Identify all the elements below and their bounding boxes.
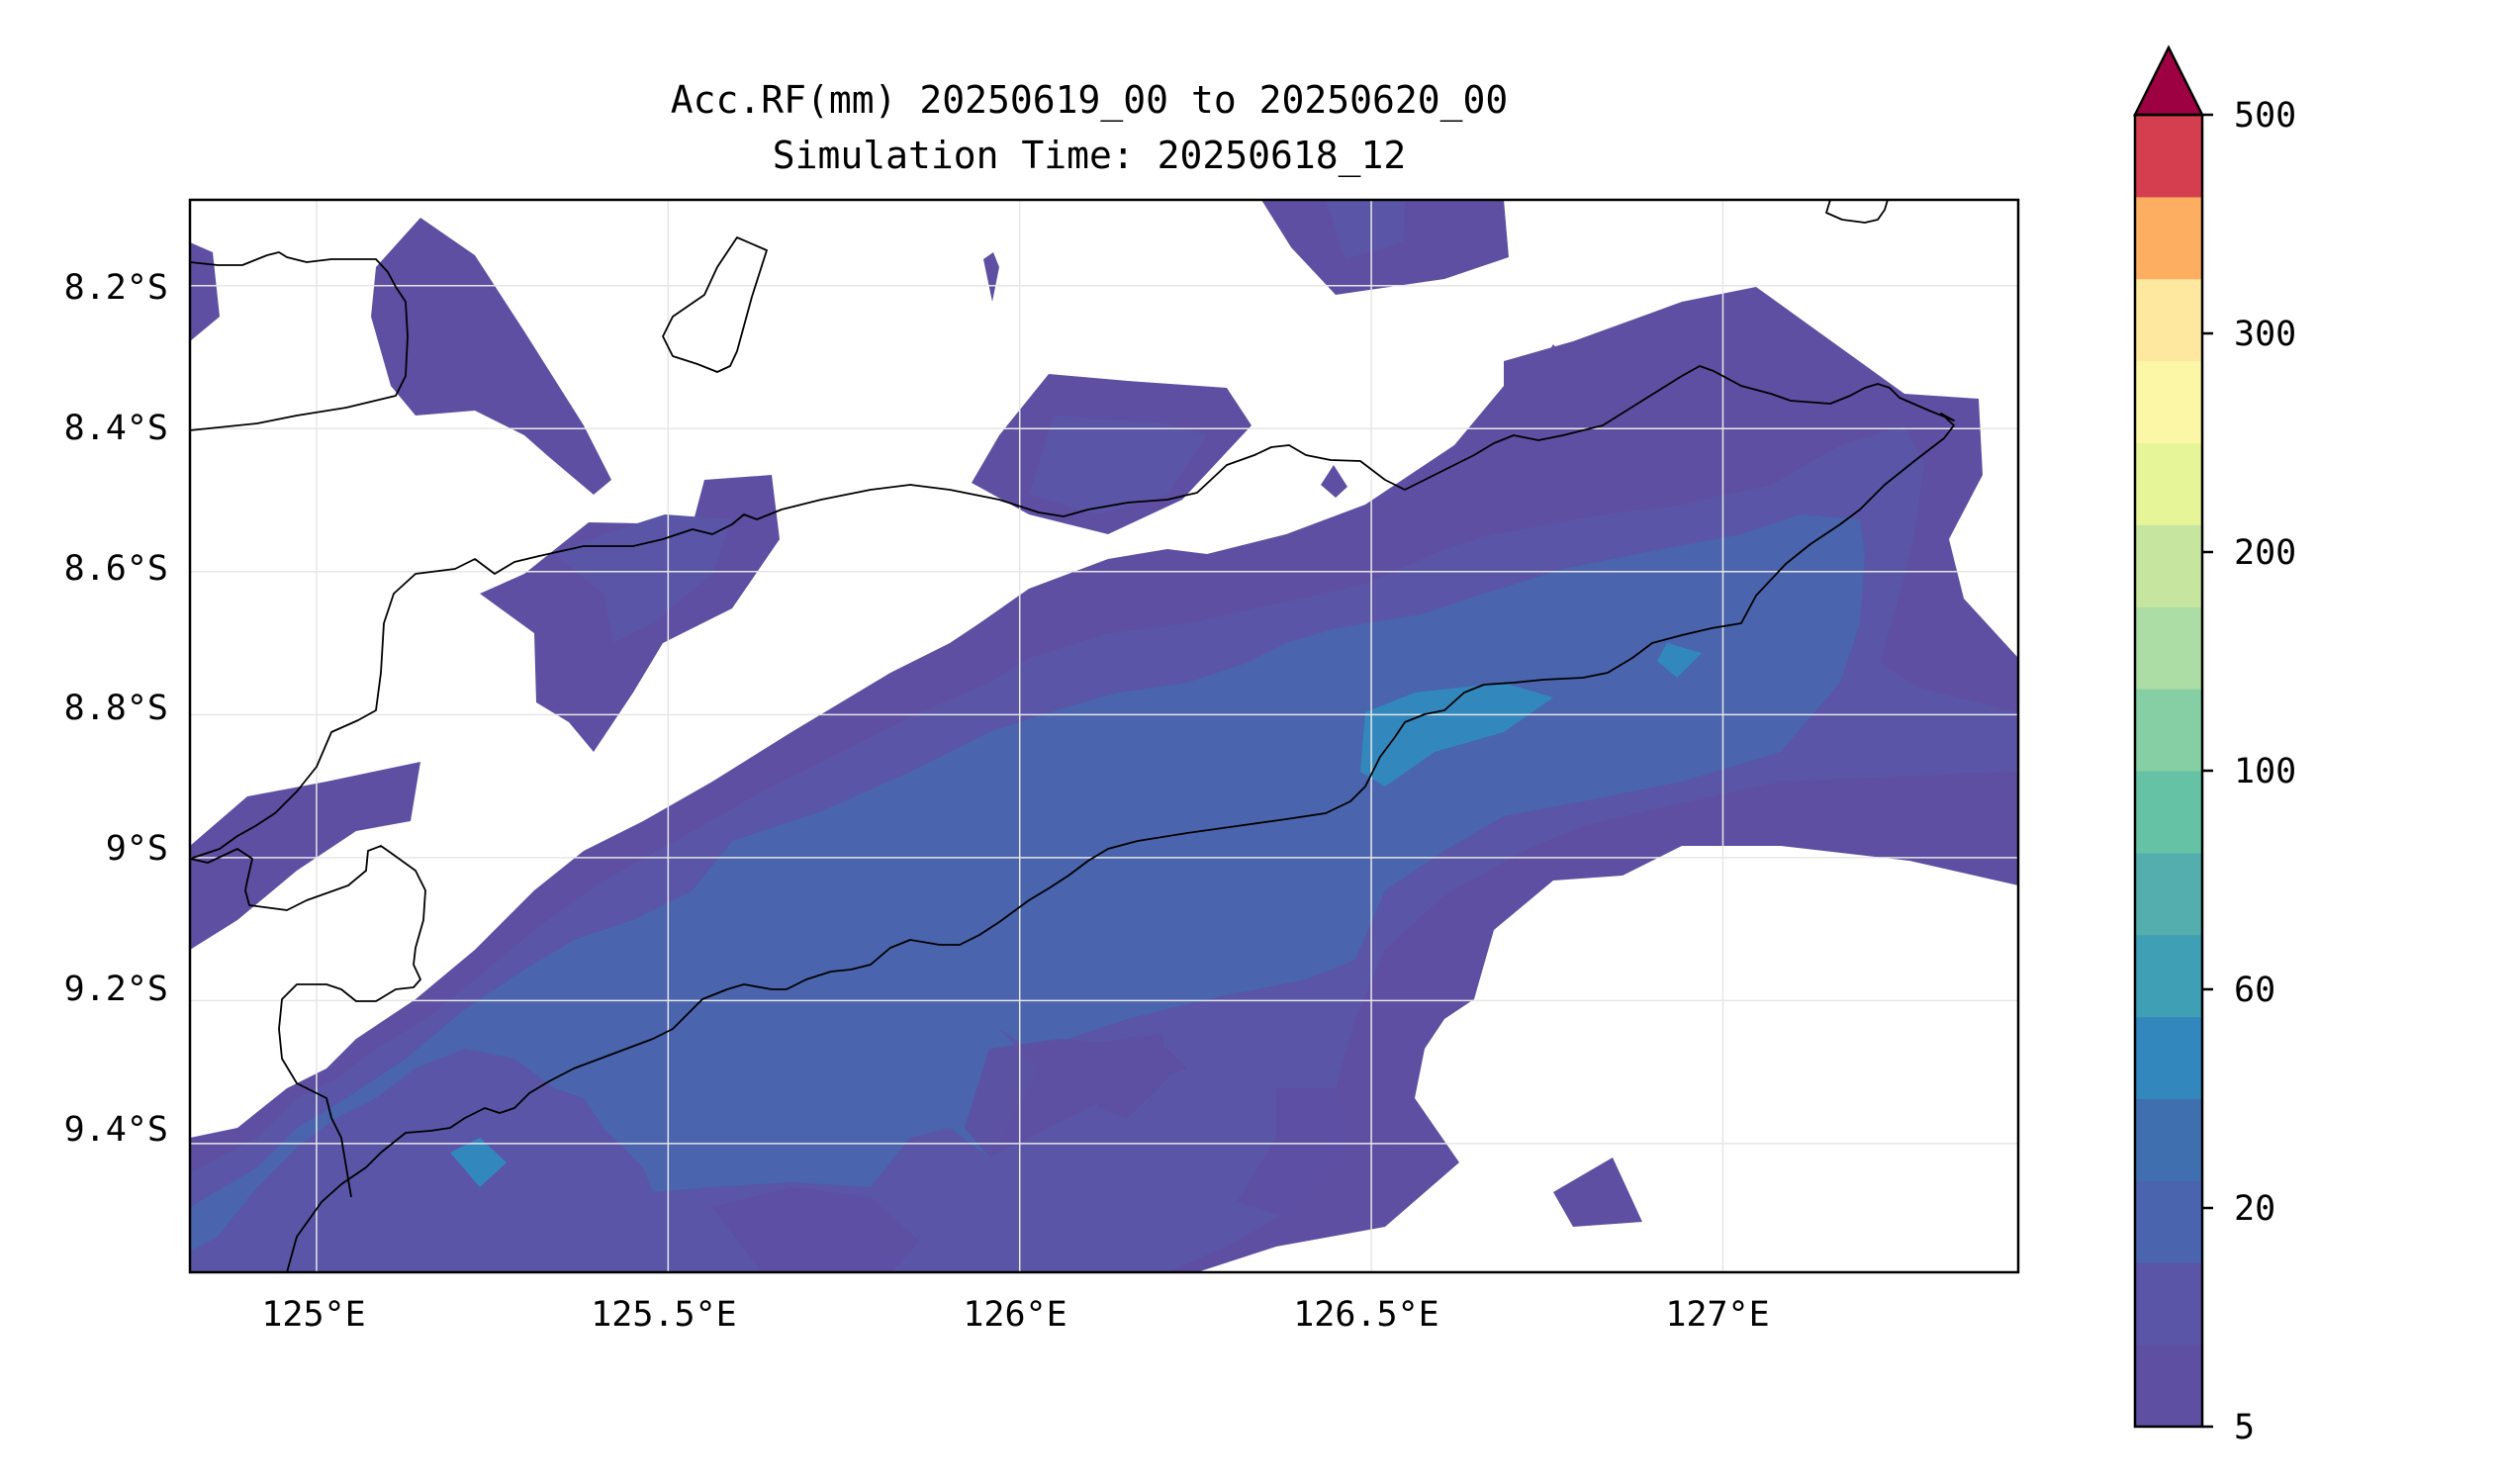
colorbar-band (2135, 442, 2202, 525)
rain-contour-40 (1657, 643, 1702, 678)
x-axis-ticks: 125°E 125.5°E 126°E 126.5°E 127°E (261, 1295, 1769, 1335)
y-tick-label: 8.6°S (64, 549, 168, 589)
colorbar-ticks: 500 300 200 100 60 20 5 (2202, 96, 2296, 1447)
rain-contour-5 (371, 218, 611, 495)
map-title-line1: Acc.RF(mm) 20250619_00 to 20250620_00 (671, 78, 1508, 123)
colorbar: 500 300 200 100 60 20 5 (2132, 45, 2296, 1447)
colorbar-band (2135, 606, 2202, 690)
colorbar-tick-label: 500 (2234, 96, 2296, 136)
rain-contour-40 (1360, 683, 1553, 787)
colorbar-band (2135, 1345, 2202, 1428)
map-plot-area (188, 198, 2020, 1274)
coastline-north-west (190, 251, 409, 431)
colorbar-band (2135, 852, 2202, 936)
rain-contour-5 (1553, 1158, 1642, 1227)
colorbar-band (2135, 771, 2202, 854)
y-axis-ticks: 8.2°S 8.4°S 8.6°S 8.8°S 9°S 9.2°S 9.4°S (64, 268, 168, 1150)
x-tick-label: 125°E (261, 1295, 365, 1335)
colorbar-band (2135, 934, 2202, 1018)
x-tick-label: 125.5°E (591, 1295, 737, 1335)
y-tick-label: 8.4°S (64, 409, 168, 448)
map-title-line2: Simulation Time: 20250618_12 (773, 134, 1407, 178)
coastline-small-island (662, 236, 768, 373)
colorbar-bands (2135, 115, 2202, 1428)
colorbar-band (2135, 196, 2202, 280)
rain-contour-5 (1088, 1034, 1167, 1118)
rain-contour-5 (190, 242, 220, 341)
map-frame (188, 198, 2020, 1274)
colorbar-tick-label: 60 (2234, 971, 2275, 1010)
x-tick-label: 126.5°E (1293, 1295, 1439, 1335)
colorbar-band (2135, 278, 2202, 362)
colorbar-tick-label: 300 (2234, 315, 2296, 354)
y-tick-label: 9.4°S (64, 1110, 168, 1150)
colorbar-band (2135, 1180, 2202, 1263)
y-tick-label: 8.8°S (64, 689, 168, 728)
rain-contour-10 (1029, 416, 1207, 514)
colorbar-band (2135, 1262, 2202, 1345)
rain-contour-40 (450, 1138, 507, 1187)
coastline-timor-north (190, 365, 1955, 1272)
colorbar-band (2135, 1098, 2202, 1181)
rain-contour-5 (190, 762, 420, 950)
x-tick-label: 127°E (1665, 1295, 1769, 1335)
coastlines (190, 200, 1955, 1272)
rainfall-contours (190, 200, 2018, 1272)
rain-contour-10 (1326, 200, 1405, 259)
colorbar-band (2135, 115, 2202, 198)
colorbar-extend-arrow (2132, 45, 2205, 117)
x-tick-label: 126°E (963, 1295, 1067, 1335)
colorbar-tick-label: 100 (2234, 752, 2296, 791)
rain-contour-5 (712, 1187, 920, 1272)
colorbar-band (2135, 360, 2202, 443)
colorbar-band (2135, 689, 2202, 772)
y-tick-label: 8.2°S (64, 268, 168, 308)
y-tick-label: 9.2°S (64, 970, 168, 1009)
map-gridlines (190, 200, 2018, 1272)
coastline-north-east-fragment (1825, 200, 1889, 224)
y-tick-label: 9°S (106, 829, 168, 869)
coastline-timor-west (190, 845, 426, 1198)
colorbar-tick-label: 20 (2234, 1189, 2275, 1229)
colorbar-band (2135, 1016, 2202, 1099)
colorbar-tick-label: 200 (2234, 533, 2296, 573)
rain-contour-5 (1237, 1088, 1415, 1217)
colorbar-tick-label: 5 (2234, 1408, 2255, 1447)
colorbar-band (2135, 524, 2202, 607)
rain-contour-5 (1321, 465, 1347, 498)
rain-contour-5 (983, 252, 999, 302)
